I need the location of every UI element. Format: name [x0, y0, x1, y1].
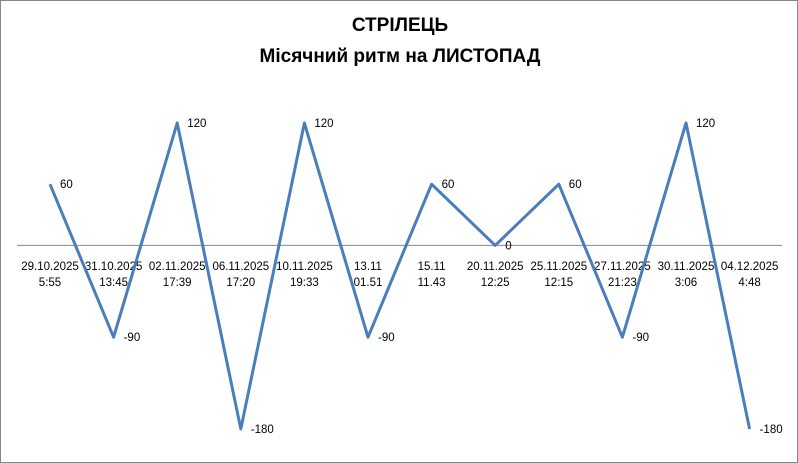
x-tick-label: 30.11.2025: [658, 261, 715, 273]
x-tick-label-time: 13:45: [99, 277, 128, 289]
x-tick-label-time: 17:20: [226, 277, 255, 289]
x-tick-label: 27.11.2025: [594, 261, 651, 273]
x-tick-label-time: 4:48: [738, 277, 760, 289]
x-tick-label-time: 12:25: [481, 277, 510, 289]
x-tick-label: 04.12.2025: [721, 261, 779, 273]
series-line: [48, 121, 752, 431]
data-label: -180: [760, 424, 783, 436]
x-tick-label-time: 12:15: [544, 277, 573, 289]
x-tick-label: 06.11.2025: [212, 261, 269, 273]
data-label: -180: [251, 424, 274, 436]
x-tick-label: 31.10.2025: [85, 261, 143, 273]
x-tick-label: 25.11.2025: [530, 261, 587, 273]
data-label: 60: [60, 179, 73, 191]
x-tick-label: 15.11: [418, 261, 446, 273]
data-label: -90: [124, 332, 141, 344]
x-tick-label-time: 3:06: [675, 277, 697, 289]
x-tick-label-time: 01.51: [354, 277, 383, 289]
chart-subtitle: Місячний ритм на ЛИСТОПАД: [259, 46, 541, 67]
data-label: 60: [442, 179, 455, 191]
data-label: 60: [569, 179, 582, 191]
x-tick-label-time: 21:23: [608, 277, 637, 289]
data-label: -90: [378, 332, 395, 344]
data-label: 0: [505, 240, 511, 252]
chart-title: СТРІЛЕЦЬ: [351, 15, 449, 36]
data-label: 120: [187, 118, 206, 130]
data-label: 120: [696, 118, 715, 130]
x-tick-label-time: 5:55: [39, 277, 61, 289]
x-tick-label: 29.10.2025: [21, 261, 79, 273]
x-tick-label: 10.11.2025: [276, 261, 333, 273]
data-label: 120: [314, 118, 333, 130]
x-tick-label-time: 17:39: [163, 277, 192, 289]
x-tick-label: 02.11.2025: [149, 261, 206, 273]
x-tick-label-time: 19:33: [290, 277, 319, 289]
x-tick-label-time: 11.43: [418, 277, 446, 289]
x-tick-label: 20.11.2025: [467, 261, 524, 273]
x-tick-label: 13.11: [354, 261, 382, 273]
data-label: -90: [632, 332, 649, 344]
